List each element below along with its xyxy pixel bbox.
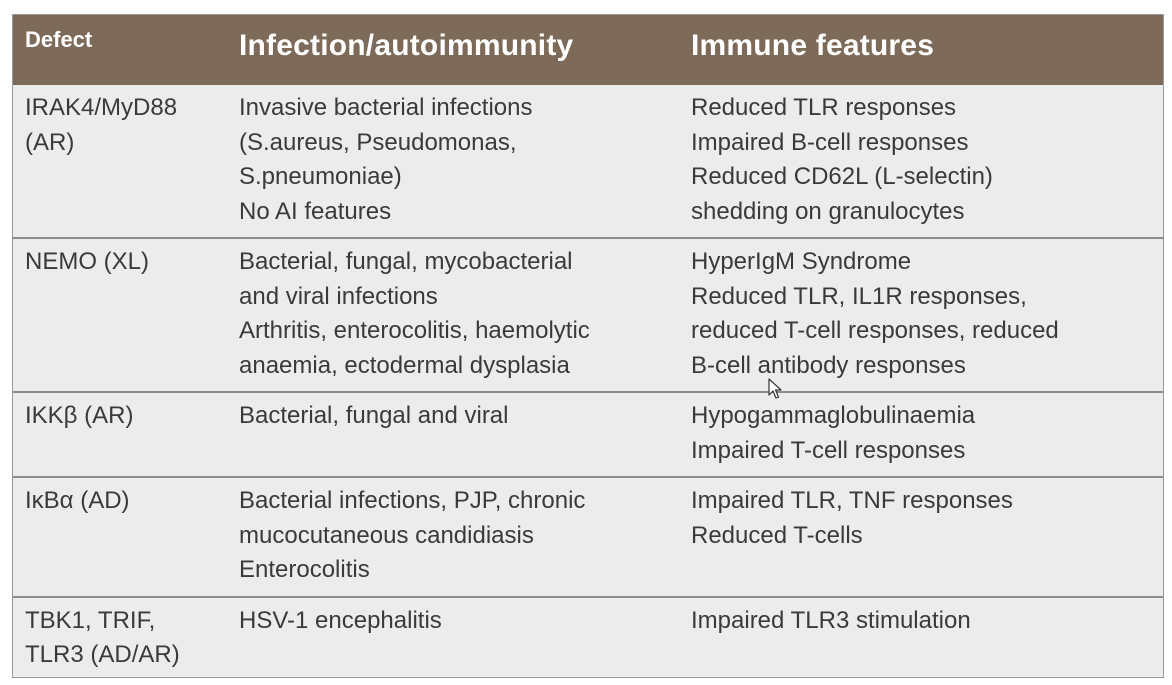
immune-features-cell: HyperIgM Syndrome Reduced TLR, IL1R resp…: [691, 248, 1059, 379]
mouse-pointer-icon: [768, 378, 782, 399]
defect-cell: IRAK4/MyD88 (AR): [25, 94, 178, 156]
immune-features-cell: Hypogammaglobulinaemia Impaired T-cell r…: [691, 402, 976, 464]
table-row: NEMO (XL) Bacterial, fungal, mycobacteri…: [13, 238, 1163, 392]
table-row: IRAK4/MyD88 (AR) Invasive bacterial infe…: [13, 85, 1163, 238]
infection-cell: Invasive bacterial infections (S.aureus,…: [239, 94, 533, 225]
table-row: IκBα (AD) Bacterial infections, PJP, chr…: [13, 477, 1163, 597]
table-row: TBK1, TRIF, TLR3 (AD/AR) HSV-1 encephali…: [13, 596, 1163, 685]
immunodeficiency-defects-table: Defect Infection/autoimmunity Immune fea…: [13, 15, 1163, 685]
infection-cell: Bacterial infections, PJP, chronic mucoc…: [239, 487, 586, 583]
table-row: IKKβ (AR) Bacterial, fungal and viral Hy…: [13, 392, 1163, 477]
infection-cell: Bacterial, fungal, mycobacterial and vir…: [239, 248, 590, 379]
header-immune-features: Immune features: [691, 29, 935, 62]
header-infection-autoimmunity: Infection/autoimmunity: [239, 29, 574, 62]
header-defect: Defect: [25, 27, 93, 52]
infection-cell: HSV-1 encephalitis: [239, 606, 442, 634]
defect-cell: TBK1, TRIF, TLR3 (AD/AR): [25, 606, 180, 669]
defect-cell: NEMO (XL): [25, 248, 150, 275]
immune-features-cell: Reduced TLR responses Impaired B-cell re…: [691, 94, 993, 225]
immune-features-cell: Impaired TLR3 stimulation: [691, 606, 971, 634]
defect-cell: IκBα (AD): [25, 487, 130, 514]
infection-cell: Bacterial, fungal and viral: [239, 402, 509, 429]
immune-features-cell: Impaired TLR, TNF responses Reduced T-ce…: [691, 487, 1013, 549]
defects-table-container: Defect Infection/autoimmunity Immune fea…: [12, 14, 1164, 678]
table-header-row: Defect Infection/autoimmunity Immune fea…: [13, 15, 1163, 85]
defect-cell: IKKβ (AR): [25, 402, 134, 429]
